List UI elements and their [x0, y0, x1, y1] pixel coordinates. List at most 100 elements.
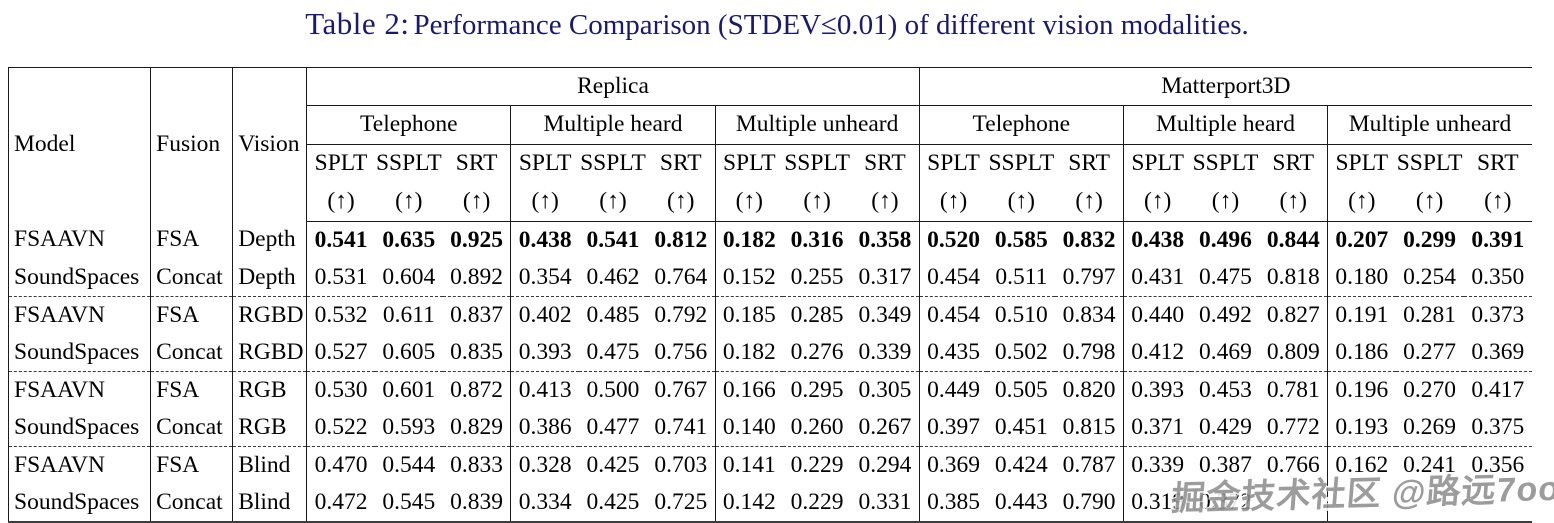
header-arrow: (↑): [918, 183, 988, 222]
cell-value: 0.833: [450, 451, 504, 478]
cell-fusion: Concat: [150, 484, 233, 523]
cell-value: 0.449: [918, 371, 988, 409]
header-arrow: (↑): [714, 183, 784, 222]
table-row: SoundSpaces Concat RGBD 0.527 0.605 0.835 0.39…: [8, 334, 1532, 372]
cell-value: 0.812: [654, 226, 708, 253]
cell-value: 0.339: [1122, 446, 1192, 484]
cell-value: 0.299: [1403, 226, 1457, 253]
cell-fusion: FSA: [150, 296, 233, 334]
header-condition-multiple-heard: Multiple heard: [1122, 105, 1328, 145]
cell-value: 0.756: [646, 334, 716, 372]
col-header-model: Model: [8, 67, 151, 222]
cell-value: 0.453: [1199, 376, 1252, 403]
cell-value: 0.469: [1191, 334, 1260, 372]
cell-value: 0.386: [510, 409, 579, 447]
cell-value: 0.604: [374, 259, 443, 297]
cell-vision: Depth: [232, 221, 307, 259]
cell-value: 0.270: [1403, 376, 1457, 403]
cell-value: 0.162: [1327, 446, 1396, 484]
cell-value: 0.834: [1062, 301, 1116, 328]
header-metric-srt: SRT: [1068, 150, 1110, 177]
header-arrow: (↑): [851, 183, 920, 222]
cell-value: 0.764: [646, 259, 716, 297]
cell-value: 0.276: [783, 334, 852, 372]
cell-value: 0.605: [374, 334, 443, 372]
cell-value: 0.369: [1463, 334, 1532, 372]
cell-model: SoundSpaces: [8, 409, 151, 447]
cell-fusion: Concat: [150, 259, 233, 297]
cell-value: 0.207: [1327, 221, 1396, 259]
table-row: FSAAVN FSA Blind 0.470 0.544 0.833 0.328 0.425 0…: [9, 446, 1533, 484]
cell-value: 0.254: [1395, 259, 1464, 297]
cell-value: 0.417: [1471, 376, 1525, 403]
cell-vision: Depth: [232, 259, 307, 297]
header-dataset-matterport3d: Matterport3D: [918, 67, 1532, 106]
header-metric-srt: SRT: [864, 150, 906, 177]
header-arrow: (↑): [1463, 183, 1532, 222]
cell-value: 0.832: [1062, 226, 1116, 253]
cell-value: 0.703: [654, 451, 708, 478]
cell-model: FSAAVN: [14, 301, 105, 328]
header-metric-ssplt: SSPLT: [1192, 150, 1259, 177]
cell-value: 0.872: [450, 376, 504, 403]
header-arrow: (↑): [1122, 183, 1192, 222]
cell-value: 0.454: [918, 259, 988, 297]
cell-value: 0.835: [442, 334, 511, 372]
cell-value: 0.593: [374, 409, 443, 447]
header-metric-splt: SPLT: [1327, 144, 1396, 183]
cell-value: 0.438: [510, 221, 579, 259]
cell-value: 0.142: [714, 484, 784, 523]
cell-value: 0.305: [858, 376, 912, 403]
cell-value: 0.182: [714, 221, 784, 259]
cell-value: 0.585: [994, 226, 1048, 253]
header-dataset-replica: Replica: [306, 67, 920, 106]
cell-value: 0.829: [442, 409, 511, 447]
header-metric-splt: SPLT: [306, 144, 375, 183]
cell-value: 0.182: [714, 334, 784, 372]
cell-value: 0.505: [994, 376, 1048, 403]
cell-value: 0.349: [858, 301, 912, 328]
cell-value: 0.438: [1122, 221, 1192, 259]
cell-value: 0.544: [382, 451, 436, 478]
cell-value: 0.741: [646, 409, 716, 447]
cell-value: 0.285: [790, 301, 844, 328]
cell-value: [1327, 484, 1396, 523]
cell-value: 0.431: [1122, 259, 1192, 297]
cell-value: 0.425: [578, 484, 647, 523]
cell-value: 0.424: [994, 451, 1048, 478]
cell-value: 0.358: [858, 226, 912, 253]
table-row: SoundSpaces Concat RGB 0.522 0.593 0.829 0.386…: [8, 409, 1532, 447]
cell-value: 0.371: [1122, 409, 1192, 447]
header-arrow: (↑): [1395, 183, 1464, 222]
cell-value: 0.255: [783, 259, 852, 297]
cell-value: 0.295: [790, 376, 844, 403]
cell-value: 0.502: [987, 334, 1056, 372]
table-caption-text: Performance Comparison (STDEV≤0.01) of d…: [413, 9, 1249, 41]
cell-value: 0.475: [1191, 259, 1260, 297]
cell-value: 0.369: [918, 446, 988, 484]
cell-value: 0.511: [987, 259, 1056, 297]
table-row: FSAAVN FSA RGBD 0.532 0.611 0.837 0.402 0.485 0.…: [9, 296, 1533, 334]
cell-value: 0.635: [382, 226, 436, 253]
cell-value: 0.328: [510, 446, 579, 484]
cell-value: 0.373: [1471, 301, 1525, 328]
header-condition-multiple-unheard: Multiple unheard: [1327, 105, 1532, 145]
cell-value: 0.241: [1403, 451, 1457, 478]
cell-value: 0.520: [918, 221, 988, 259]
header-condition-multiple-unheard: Multiple unheard: [714, 105, 920, 145]
header-arrow: (↑): [442, 183, 511, 222]
cell-value: 0.425: [586, 451, 640, 478]
cell-fusion: Concat: [150, 409, 233, 447]
cell-value: 0.470: [306, 446, 375, 484]
cell-value: 0.269: [1395, 409, 1464, 447]
header-metric-ssplt: SSPLT: [988, 150, 1055, 177]
cell-value: 0.354: [510, 259, 579, 297]
cell-value: 0.397: [918, 409, 988, 447]
cell-value: 0.356: [1471, 451, 1525, 478]
cell-value: 0.844: [1266, 226, 1320, 253]
cell-value: 0.532: [306, 296, 375, 334]
cell-value: 0.475: [578, 334, 647, 372]
cell-value: 0.925: [450, 226, 504, 253]
cell-value: 0.141: [714, 446, 784, 484]
header-metric-splt: SPLT: [510, 144, 579, 183]
